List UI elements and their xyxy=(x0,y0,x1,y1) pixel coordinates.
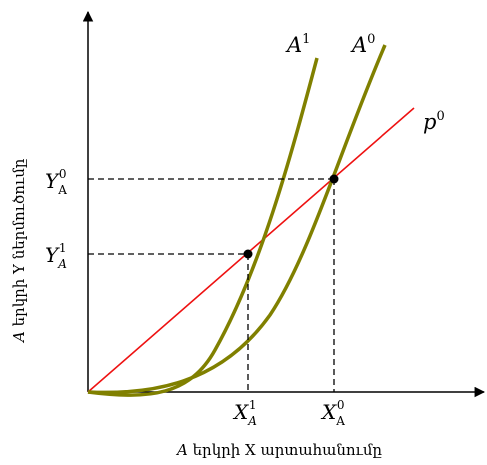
tick-y0: YA0 xyxy=(45,167,67,197)
curve-a0 xyxy=(87,44,387,395)
point-equilibrium-1 xyxy=(243,249,253,259)
curve-a1 xyxy=(87,57,319,397)
tick-x1: XA1 xyxy=(232,398,257,428)
label-a0: A0 xyxy=(350,32,375,57)
tick-x0: XA0 xyxy=(320,398,345,428)
y-axis-title: A երկրի Y ներմուծումը xyxy=(10,158,28,344)
label-a1: A1 xyxy=(285,32,310,57)
label-p0: p0 xyxy=(423,109,445,134)
x-axis-title: A երկրի X արտահանումը xyxy=(175,441,383,459)
price-line-p0 xyxy=(87,107,415,393)
tick-y1: YA1 xyxy=(45,241,67,271)
point-equilibrium-0 xyxy=(329,174,339,184)
